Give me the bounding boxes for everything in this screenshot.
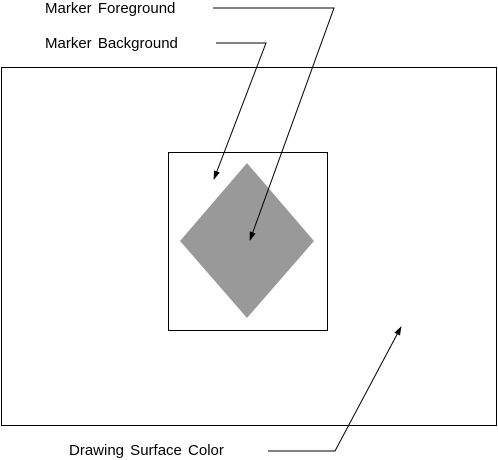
marker-background-leader-arrow <box>213 42 267 180</box>
marker-background-label: Marker Background <box>45 35 178 52</box>
drawing-surface-color-label: Drawing Surface Color <box>69 442 224 459</box>
marker-foreground-diamond <box>180 163 314 318</box>
drawing-surface-color-leader-arrow <box>268 326 402 452</box>
marker-foreground-label: Marker Foreground <box>45 0 175 17</box>
marker-foreground-leader-arrow <box>213 7 335 241</box>
